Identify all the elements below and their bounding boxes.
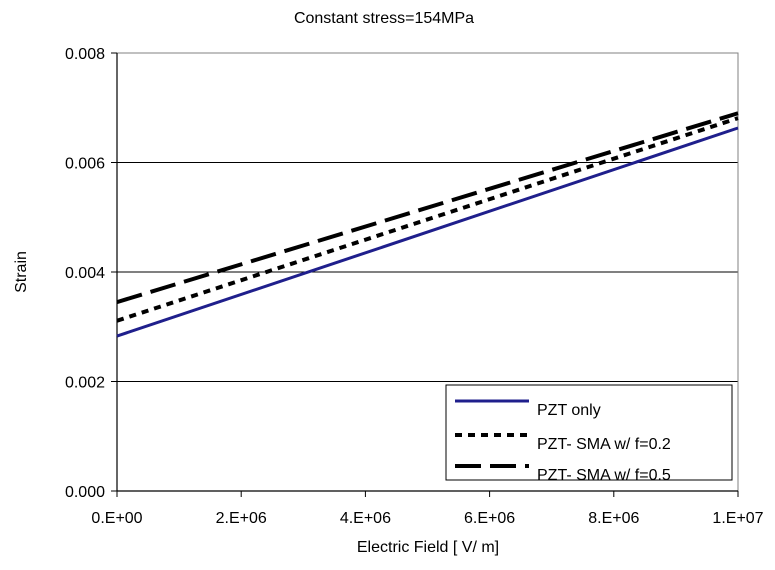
x-tick-label: 2.E+06: [216, 510, 267, 527]
x-axis-label: Electric Field [ V/ m]: [357, 539, 499, 556]
x-tick-label: 0.E+00: [91, 510, 142, 527]
series-line-1: [117, 128, 738, 336]
series-line-2: [117, 118, 738, 321]
x-ticks: 0.E+00 2.E+06 4.E+06 6.E+06 8.E+06 1.E+07: [91, 491, 763, 527]
legend-label-2: PZT- SMA w/ f=0.2: [537, 436, 671, 453]
chart-title: Constant stress=154MPa: [294, 10, 474, 27]
series-line-3: [117, 113, 738, 302]
legend-label-1: PZT only: [537, 402, 601, 419]
x-tick-label: 4.E+06: [340, 510, 391, 527]
legend: PZT only PZT- SMA w/ f=0.2 PZT- SMA w/ f=0…: [446, 385, 732, 484]
x-tick-label: 1.E+07: [712, 510, 763, 527]
gridlines: [117, 163, 738, 382]
y-ticks: 0.000 0.002 0.004 0.006 0.008: [65, 46, 117, 501]
x-tick-label: 6.E+06: [464, 510, 515, 527]
y-tick-label: 0.008: [65, 46, 105, 63]
y-tick-label: 0.006: [65, 156, 105, 173]
series-lines: [117, 113, 738, 336]
y-tick-label: 0.004: [65, 265, 105, 282]
y-tick-label: 0.000: [65, 484, 105, 501]
y-tick-label: 0.002: [65, 375, 105, 392]
legend-label-3: PZT- SMA w/ f=0.5: [537, 467, 671, 484]
x-tick-label: 8.E+06: [588, 510, 639, 527]
y-axis-label: Strain: [13, 251, 30, 293]
legend-box: [446, 385, 732, 480]
